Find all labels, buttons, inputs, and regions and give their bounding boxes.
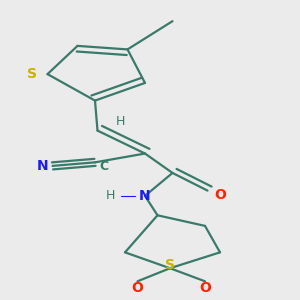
- Text: S: S: [28, 67, 38, 81]
- Text: S: S: [165, 258, 175, 272]
- Text: C: C: [99, 160, 109, 173]
- Text: O: O: [214, 188, 226, 202]
- Text: H: H: [105, 189, 115, 203]
- Text: H: H: [115, 115, 125, 128]
- Text: O: O: [132, 280, 143, 295]
- Text: O: O: [199, 280, 211, 295]
- Text: N: N: [37, 159, 48, 173]
- Text: N: N: [139, 189, 151, 203]
